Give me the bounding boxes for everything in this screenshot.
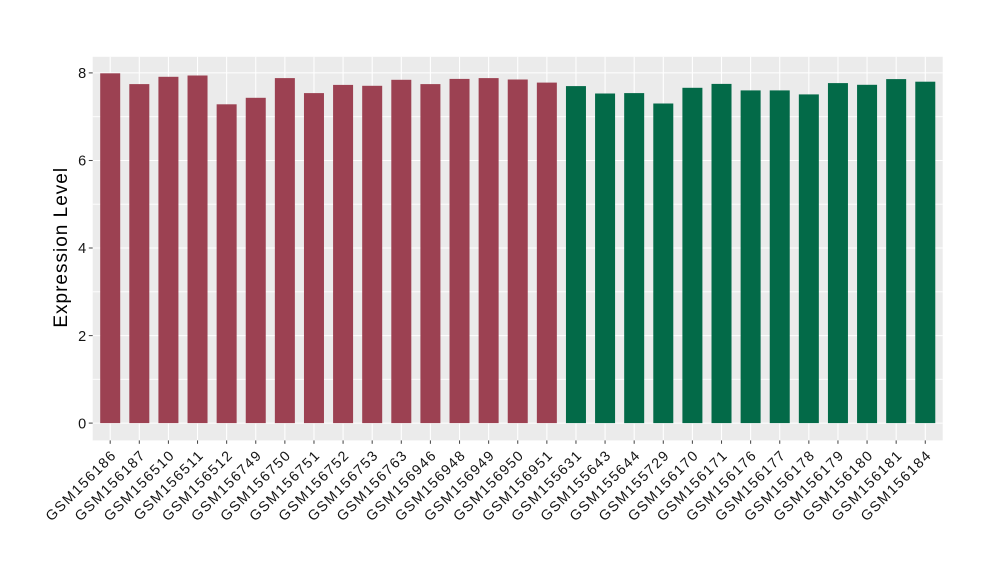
svg-text:Expression Level: Expression Level: [51, 167, 72, 328]
svg-text:2: 2: [78, 329, 86, 345]
svg-text:4: 4: [78, 241, 86, 257]
svg-text:0: 0: [78, 416, 86, 432]
svg-text:6: 6: [78, 154, 86, 170]
svg-text:8: 8: [78, 66, 86, 82]
